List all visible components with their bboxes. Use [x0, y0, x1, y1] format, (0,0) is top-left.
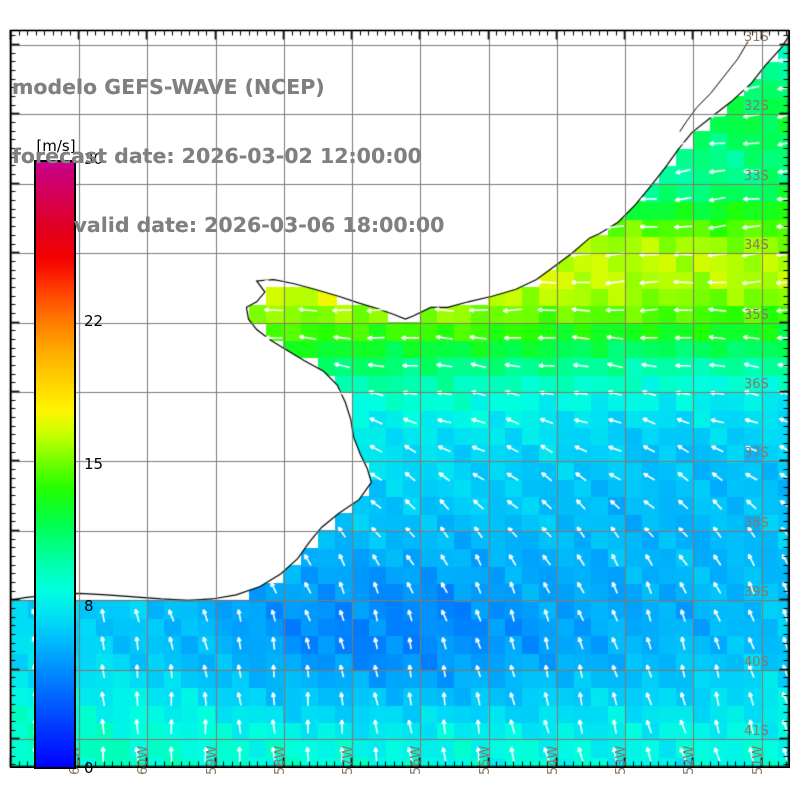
colorbar-gradient — [34, 160, 76, 769]
colorbar-tick-22: 22 — [84, 312, 104, 331]
colorbar-unit-label: [m/s] — [36, 137, 76, 155]
colorbar: [m/s] 30 22 15 8 0 — [34, 137, 103, 777]
colorbar-tick-8: 8 — [84, 596, 94, 615]
colorbar-tick-0: 0 — [84, 759, 94, 777]
colorbar-tick-30: 30 — [84, 150, 104, 168]
colorbar-tick-15: 15 — [84, 454, 104, 473]
